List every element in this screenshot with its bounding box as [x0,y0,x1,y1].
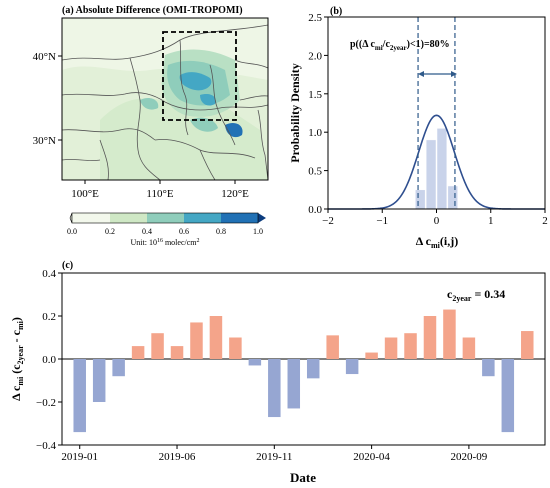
y-tick-label: 0.4 [42,268,56,280]
colorbar-tick-0: 0.0 [67,227,77,236]
threshold-lines [417,17,456,209]
colorbar-tick-1: 0.2 [105,227,115,236]
colorbar-tick-4: 0.8 [216,227,226,236]
colorbar-seg-2 [110,213,147,223]
histogram-bar [425,139,437,210]
colorbar-seg-1 [72,213,110,223]
month-bar [209,316,223,359]
month-bar [268,359,281,418]
y-tick-label: 0.0 [42,354,56,366]
colorbar-tick-2: 0.4 [142,227,152,236]
histogram-bar [436,128,448,210]
lon-label-100: 100°E [71,188,99,200]
x-tick-label: −2 [322,215,334,227]
panel-c-ylabel: Δ cmi (c2year - cmi) [9,317,25,401]
y-tick-label: 1.5 [308,89,322,101]
lon-label-120: 120°E [221,188,249,200]
month-bar [423,316,437,359]
y-tick-label: 1.0 [308,127,322,139]
colorbar: 0.0 0.2 0.4 0.6 0.8 1.0 Unit: 1016 molec… [67,212,266,247]
month-bar [521,331,534,359]
panel-c: (c) c2year = 0.34 2019-01 2019-06 2019-11 2… [9,260,546,485]
panel-b-ylabel: Probability Density [288,63,302,162]
panel-c-x-ticks: 2019-01 2019-06 2019-11 2020-04 2020-09 [61,445,488,463]
panel-b-x-ticks: −2 −1 0 1 2 [322,209,548,227]
map-frame [61,17,269,181]
colorbar-seg-3 [147,213,184,223]
lat-label-40: 40°N [33,51,56,63]
month-bar [151,333,164,359]
region-box [162,31,237,121]
colorbar-max-arrow [258,213,266,223]
panel-c-label: (c) [62,260,73,271]
y-tick-label: 2.0 [308,50,322,62]
month-bar [365,352,378,359]
x-tick-label: 1 [488,215,494,227]
colorbar-tick-3: 0.6 [179,227,189,236]
month-bar [501,359,515,433]
month-bar [404,333,417,359]
x-tick-label: 2019-06 [159,451,196,463]
x-tick-label: 2019-11 [256,451,292,463]
panel-c-xlabel: Date [290,470,316,485]
y-tick-label: −0.4 [36,440,56,452]
month-bar [326,335,339,359]
range-arrow [418,71,457,77]
colorbar-tick-5: 1.0 [253,227,263,236]
month-bar [229,337,242,359]
y-tick-label: 0.2 [42,311,56,323]
colorbar-frame [71,212,259,224]
monthly-bars [73,309,534,433]
probability-annotation: p((Δ cmi/c2year)<1)=80% [350,39,450,52]
histogram-bar [447,185,458,210]
month-bar [248,359,262,366]
x-tick-label: −1 [376,215,388,227]
month-bar [384,337,398,359]
y-tick-label: −0.2 [36,397,56,409]
month-bar [462,337,476,359]
month-bar [112,359,125,377]
lon-label-110: 110°E [146,188,173,200]
colorbar-seg-5 [221,213,258,223]
month-bar [131,346,145,359]
month-bar [190,322,203,359]
x-tick-label: 0 [434,215,440,227]
month-bar [443,309,456,359]
month-bar [345,359,359,375]
panel-c-y-ticks: −0.4 −0.2 0.0 0.2 0.4 [36,268,62,452]
month-bar [73,359,86,433]
month-bar [170,346,184,359]
lat-label-30: 30°N [33,135,56,147]
y-tick-label: 0.5 [308,166,322,178]
y-tick-label: 2.5 [308,12,322,24]
y-tick-label: 0.0 [308,204,322,216]
panel-b: (b) p((Δ cmi/c2year)<1)=80% −2 −1 0 1 2 0.00… [288,6,548,250]
map-field [62,18,268,180]
colorbar-unit: Unit: 1016 molec/cm2 [131,238,200,247]
x-tick-label: 2020-09 [451,451,488,463]
month-bar [482,359,495,377]
normal-fit-curve [328,114,545,210]
panel-a-title: (a) Absolute Difference (OMI-TROPOMI) [62,5,243,16]
panel-b-y-ticks: 0.0 0.5 1.0 1.5 2.0 2.5 [308,12,328,216]
x-tick-label: 2019-01 [61,451,98,463]
panel-b-label: (b) [330,6,342,17]
panel-a: (a) Absolute Difference (OMI-TROPOMI) 40… [33,5,269,247]
colorbar-seg-4 [184,213,221,223]
histogram-bar [415,189,426,210]
month-bar [306,359,320,379]
x-tick-label: 2 [542,215,548,227]
c2year-annotation: c2year = 0.34 [447,287,505,303]
panel-b-xlabel: Δ cmi(i,j) [416,234,458,250]
x-tick-label: 2020-04 [353,451,390,463]
month-bar [287,359,301,409]
month-bar [92,359,106,402]
